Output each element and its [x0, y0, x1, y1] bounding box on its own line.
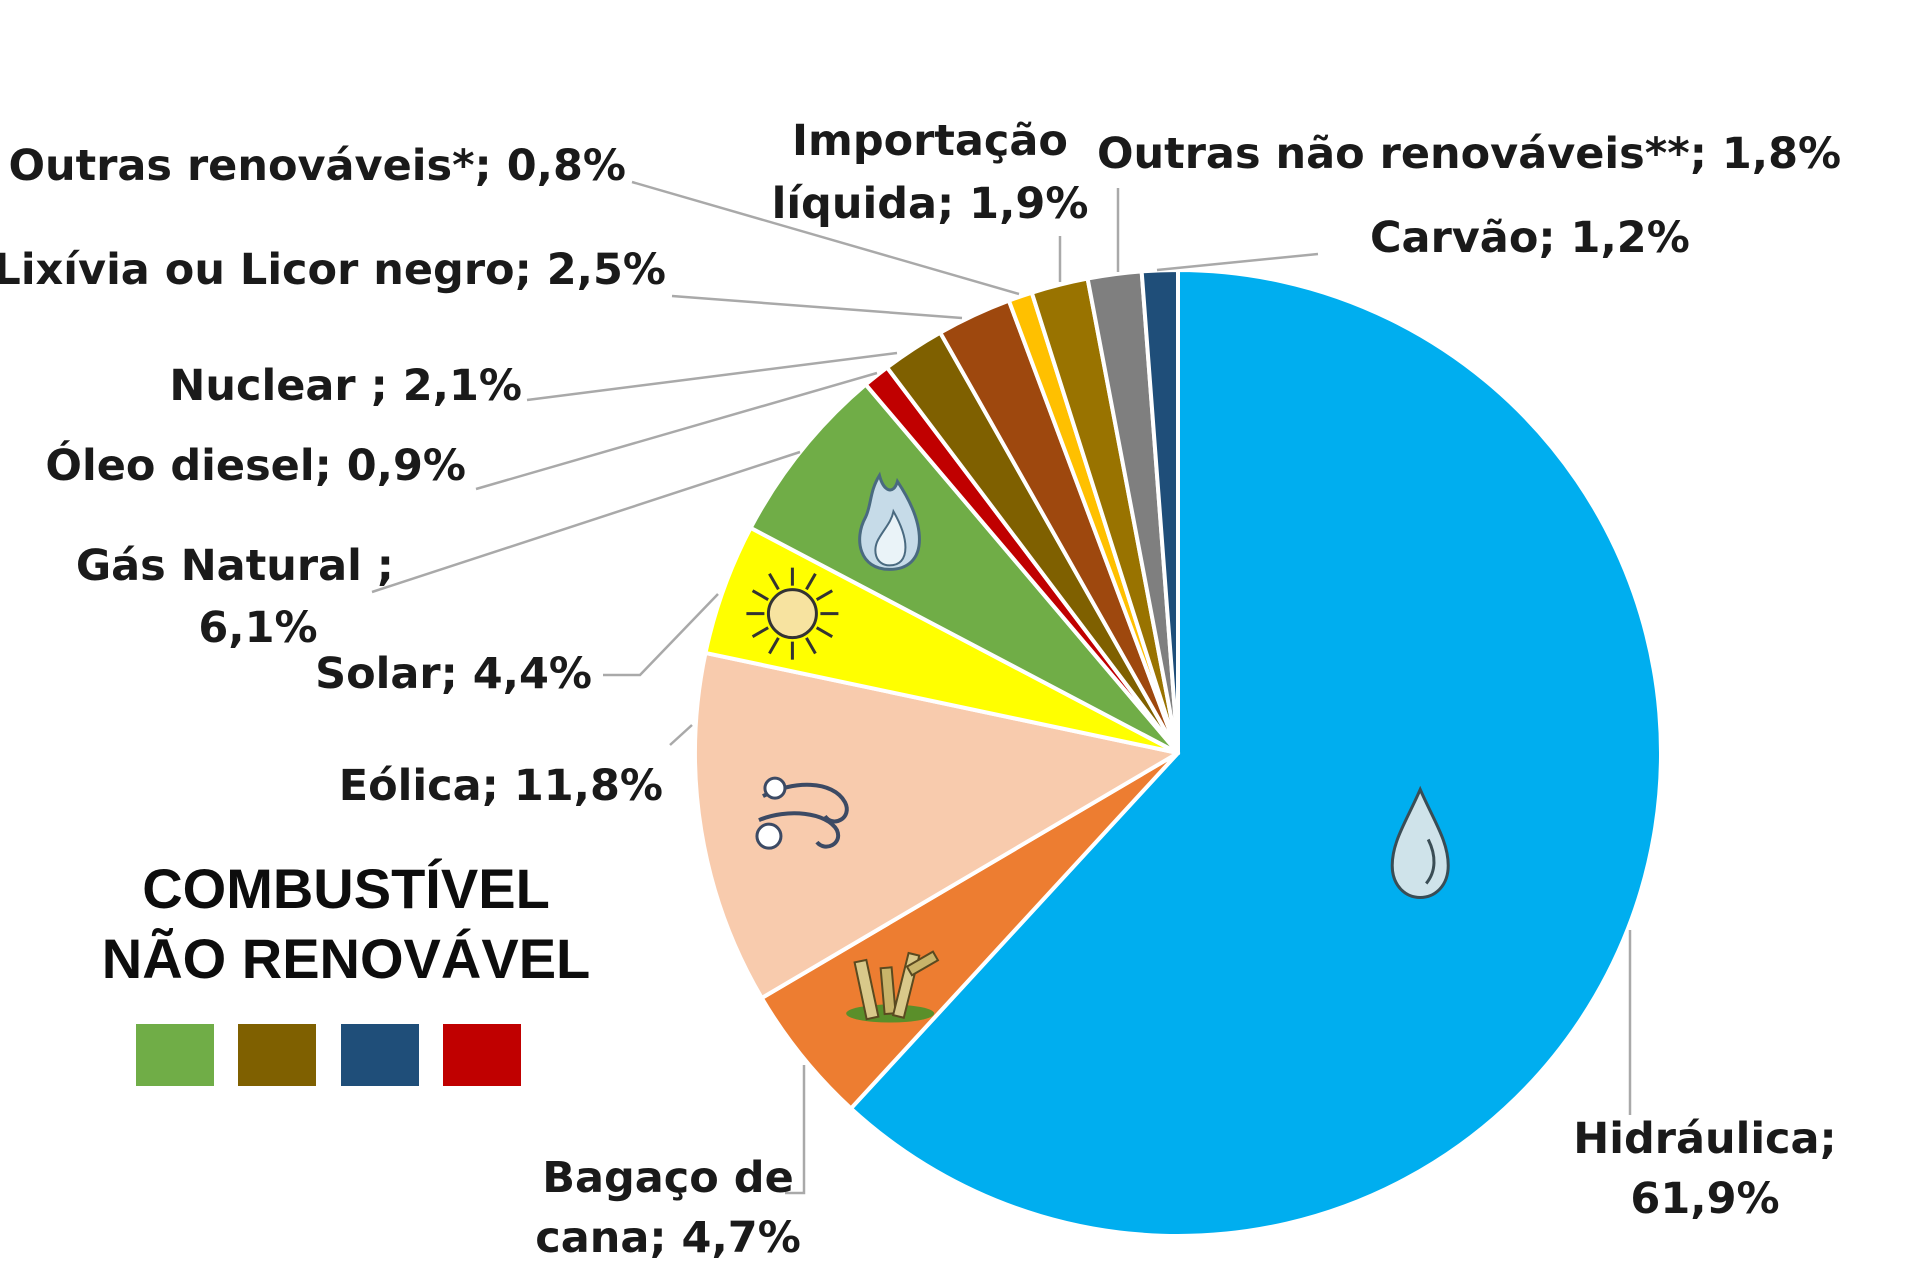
wind-icon — [755, 776, 849, 850]
pie-slice-gas-natural — [748, 382, 1180, 755]
legend: COMBUSTÍVEL NÃO RENOVÁVEL — [102, 857, 591, 1086]
label-nuclear: Nuclear ; 2,1% — [169, 361, 522, 411]
label-gas-natural: Gás Natural ; — [76, 541, 394, 591]
label-hidraulica: Hidráulica; — [1573, 1114, 1837, 1164]
label-outras-renovaveis: Outras renováveis*; 0,8% — [8, 141, 626, 191]
sun-icon — [746, 567, 839, 660]
label-solar: Solar; 4,4% — [315, 649, 592, 699]
slice-icons — [746, 471, 1450, 1023]
label-importacao-value: líquida; 1,9% — [772, 179, 1089, 229]
label-bagaco-value: cana; 4,7% — [535, 1213, 801, 1263]
legend-swatch-navy — [341, 1024, 419, 1086]
label-lixivia: Lixívia ou Licor negro; 2,5% — [0, 245, 666, 295]
sugarcane-icon — [846, 950, 940, 1023]
leader-line-bagaco-de — [785, 1065, 806, 1195]
label-gas-natural-value: 6,1% — [198, 603, 317, 653]
label-oleo-diesel: Óleo diesel; 0,9% — [45, 440, 466, 491]
flame-icon — [858, 471, 921, 571]
water-drop-icon — [1390, 785, 1450, 899]
legend-swatch-red — [443, 1024, 521, 1086]
label-bagaco: Bagaço de — [542, 1153, 794, 1203]
label-importacao: Importação — [792, 116, 1068, 166]
label-eolica: Eólica; 11,8% — [339, 761, 663, 811]
legend-title-line2: NÃO RENOVÁVEL — [102, 927, 591, 990]
legend-title-line1: COMBUSTÍVEL — [142, 857, 550, 920]
leader-lines — [371, 180, 1632, 1195]
label-carvao: Carvão; 1,2% — [1370, 213, 1690, 263]
leader-line-eolica-11-8 — [669, 724, 693, 746]
leader-line-solar-4-4 — [603, 593, 719, 677]
pie-slices — [693, 268, 1663, 1238]
leader-line-outras-renovaveis-0-8 — [631, 180, 1020, 296]
leader-line-nuclear-2-1 — [526, 351, 898, 402]
legend-swatch-green — [136, 1024, 214, 1086]
legend-swatch-brown — [238, 1024, 316, 1086]
label-hidraulica-value: 61,9% — [1630, 1174, 1779, 1224]
label-outras-nao-renovaveis: Outras não renováveis**; 1,8% — [1097, 129, 1841, 179]
leader-line-carvao-1-2 — [1156, 252, 1319, 272]
pie-slice-hidraulica — [848, 268, 1663, 1238]
pie-slice-eolica-11-8 — [693, 650, 1180, 1000]
leader-line-lixivia-ou-licor-negro-2-5 — [671, 294, 963, 320]
leader-line-oleo-diesel-0-9 — [475, 371, 878, 491]
leader-line-gas-natural — [371, 450, 801, 594]
